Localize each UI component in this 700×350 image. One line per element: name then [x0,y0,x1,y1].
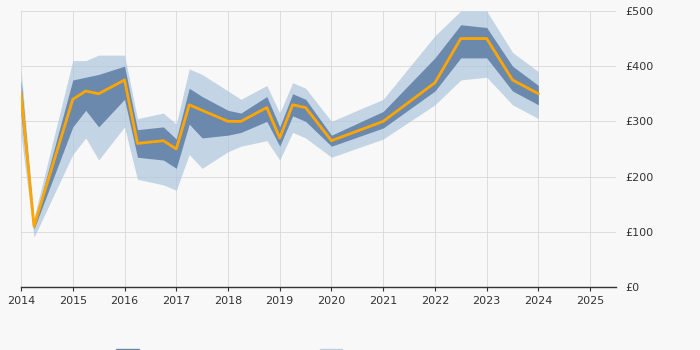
Legend: Median, 25th to 75th Percentile Range, 10th to 90th Percentile Range: Median, 25th to 75th Percentile Range, 1… [34,345,519,350]
